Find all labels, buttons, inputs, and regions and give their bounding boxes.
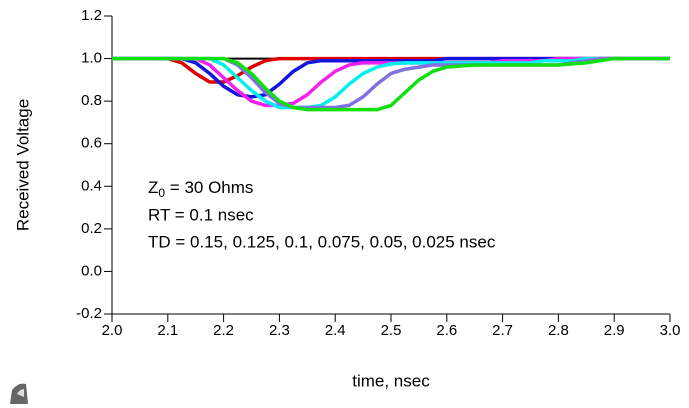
x-tick-label: 2.8 bbox=[548, 322, 569, 339]
x-tick-label: 2.0 bbox=[102, 322, 123, 339]
x-tick-label: 2.1 bbox=[157, 322, 178, 339]
y-tick-label: -0.2 bbox=[76, 305, 102, 322]
x-tick-label: 2.4 bbox=[325, 322, 346, 339]
x-tick-label: 2.7 bbox=[492, 322, 513, 339]
series-line bbox=[112, 56, 670, 112]
icon-highlight bbox=[17, 389, 24, 397]
x-tick-label: 2.6 bbox=[436, 322, 457, 339]
y-tick-label: 1.0 bbox=[81, 50, 102, 67]
y-tick-label: 0.2 bbox=[81, 220, 102, 237]
x-axis-label: time, nsec bbox=[352, 371, 430, 390]
annotation-symbol: Z bbox=[148, 178, 158, 197]
annotation: RT = 0.1 nsec bbox=[148, 205, 254, 224]
y-tick-label: 1.2 bbox=[81, 7, 102, 24]
annotation: TD = 0.15, 0.125, 0.1, 0.075, 0.05, 0.02… bbox=[148, 232, 496, 251]
x-tick-label: 2.9 bbox=[604, 322, 625, 339]
y-tick-label: 0.0 bbox=[81, 262, 102, 279]
series-line bbox=[112, 56, 670, 110]
y-tick-label: 0.8 bbox=[81, 92, 102, 109]
annotation-subscript: 0 bbox=[158, 186, 165, 200]
annotation: Z0 = 30 Ohms bbox=[148, 178, 253, 200]
series-line bbox=[112, 56, 670, 110]
x-tick-label: 2.3 bbox=[269, 322, 290, 339]
x-tick-label: 3.0 bbox=[660, 322, 681, 339]
x-tick-label: 2.2 bbox=[213, 322, 234, 339]
y-tick-label: 0.4 bbox=[81, 177, 102, 194]
y-axis-label: Received Voltage bbox=[13, 99, 32, 231]
x-tick-label: 2.5 bbox=[381, 322, 402, 339]
y-tick-label: 0.6 bbox=[81, 135, 102, 152]
annotation-text: = 30 Ohms bbox=[165, 178, 253, 197]
